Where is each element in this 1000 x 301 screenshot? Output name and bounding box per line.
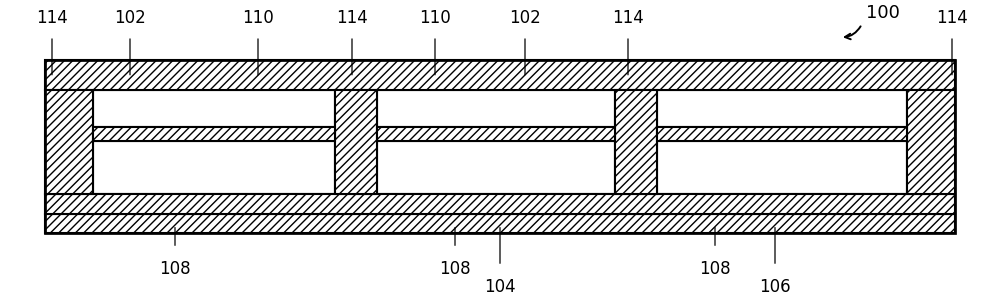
Bar [657,127,907,141]
Text: 100: 100 [866,5,900,23]
Text: 104: 104 [484,278,516,296]
Text: 108: 108 [439,260,471,278]
Bar [335,90,377,194]
Bar [377,141,615,194]
Text: 108: 108 [159,260,191,278]
Bar [45,60,955,90]
Text: 108: 108 [699,260,731,278]
Bar [377,90,615,127]
Text: 114: 114 [612,9,644,27]
Bar [93,127,335,141]
Text: 106: 106 [759,278,791,296]
Bar [93,90,335,127]
Bar [657,141,907,194]
Bar [657,90,907,127]
Bar [45,60,955,233]
Text: 102: 102 [509,9,541,27]
Text: 114: 114 [936,9,968,27]
Bar [45,194,955,214]
Text: 114: 114 [336,9,368,27]
Bar [907,90,955,194]
Bar [93,141,335,194]
Bar [45,214,955,233]
Bar [377,127,615,141]
Text: 102: 102 [114,9,146,27]
Text: 110: 110 [242,9,274,27]
Bar [45,90,93,194]
Text: 114: 114 [36,9,68,27]
Bar [615,90,657,194]
Text: 110: 110 [419,9,451,27]
